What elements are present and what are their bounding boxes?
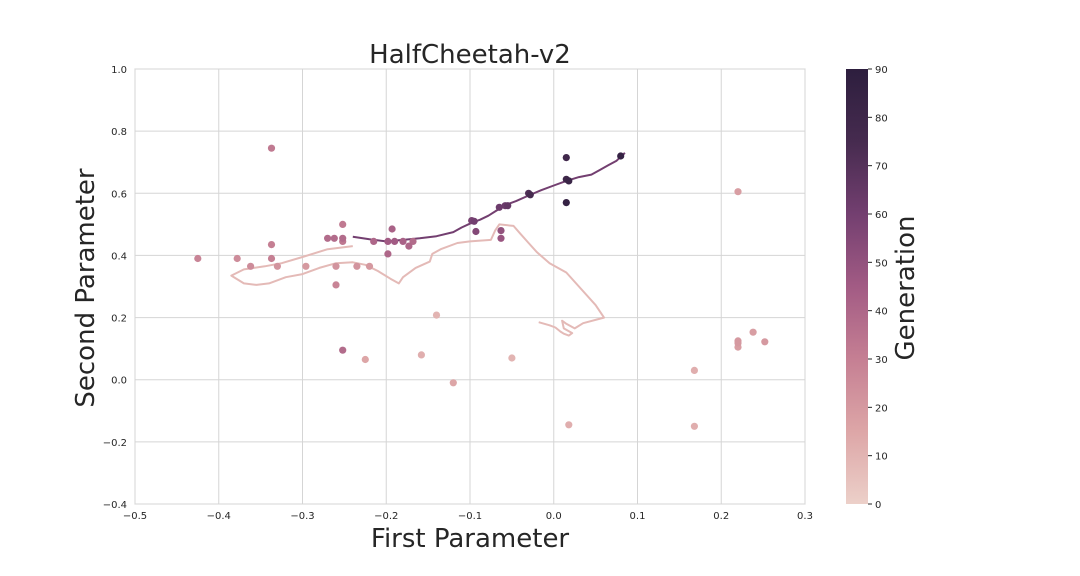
y-tick-label: −0.4 xyxy=(103,500,127,511)
colorbar-tick-label: 50 xyxy=(875,258,888,269)
scatter-point xyxy=(339,234,347,242)
scatter-point xyxy=(497,234,505,242)
colorbar-tick-label: 80 xyxy=(875,113,888,124)
y-tick-label: 1.0 xyxy=(111,65,127,76)
x-tick-label: 0.3 xyxy=(797,511,813,522)
scatter-point xyxy=(761,338,769,346)
x-tick-label: 0.2 xyxy=(713,511,729,522)
scatter-point xyxy=(562,199,570,207)
scatter-point xyxy=(233,254,241,263)
colorbar-tick-label: 30 xyxy=(875,355,888,366)
scatter-point xyxy=(405,242,413,250)
scatter-point xyxy=(302,262,310,270)
scatter-point xyxy=(690,422,699,430)
scatter-point xyxy=(332,262,340,270)
scatter-point xyxy=(565,421,573,429)
x-tick-label: −0.1 xyxy=(458,511,482,522)
scatter-point xyxy=(324,234,332,242)
x-tick-label: −0.2 xyxy=(374,511,398,522)
scatter-point xyxy=(388,225,396,233)
y-tick-label: 0.8 xyxy=(111,127,127,138)
scatter-point xyxy=(330,234,338,242)
scatter-point xyxy=(339,346,347,354)
scatter-point xyxy=(470,217,478,225)
x-tick-label: 0.1 xyxy=(630,511,646,522)
colorbar-tick-label: 40 xyxy=(875,307,888,318)
scatter-point xyxy=(391,237,399,245)
plot-area: −0.5 −0.4 −0.3 −0.2 −0.1 0.0 0.1 0.2 0.3−0.4−0.2… xyxy=(103,65,813,522)
scatter-point xyxy=(365,262,374,270)
scatter-point xyxy=(472,227,480,236)
colorbar-tick-label: 20 xyxy=(875,403,888,414)
scatter-point xyxy=(247,262,255,270)
scatter-point xyxy=(432,311,441,319)
x-tick-label: −0.5 xyxy=(123,511,147,522)
scatter-point xyxy=(267,144,276,152)
x-tick-label: 0.0 xyxy=(546,511,562,522)
scatter-point xyxy=(409,237,417,245)
scatter-point xyxy=(495,203,503,211)
scatter-point xyxy=(508,354,516,362)
scatter-point xyxy=(353,262,361,270)
colorbar-tick-label: 10 xyxy=(875,452,888,463)
y-tick-label: −0.2 xyxy=(103,438,127,449)
chart-title: HalfCheetah-v2 xyxy=(369,40,571,70)
scatter-point xyxy=(497,227,505,235)
scatter-point xyxy=(734,339,742,347)
y-tick-label: 0.2 xyxy=(111,314,127,325)
scatter-point xyxy=(617,152,625,160)
colorbar-scale xyxy=(846,69,868,504)
colorbar: 0 10 20 30 40 50 60 70 80 90 xyxy=(846,65,888,511)
y-axis-label: Second Parameter xyxy=(71,168,101,408)
scatter-point xyxy=(339,220,347,228)
x-tick-label: −0.4 xyxy=(207,511,231,522)
scatter-point xyxy=(332,281,340,289)
x-tick-label: −0.3 xyxy=(290,511,314,522)
scatter-point xyxy=(449,379,457,387)
scatter-point xyxy=(384,250,392,258)
scatter-point xyxy=(734,188,742,196)
colorbar-tick-label: 60 xyxy=(875,210,888,221)
scatter-point xyxy=(273,262,281,270)
scatter-point xyxy=(384,237,392,245)
scatter-point xyxy=(399,237,407,245)
scatter-point xyxy=(749,328,757,336)
scatter-point xyxy=(194,254,202,263)
y-tick-label: 0.0 xyxy=(111,376,127,387)
x-axis-label: First Parameter xyxy=(371,524,570,554)
colorbar-tick-label: 90 xyxy=(875,65,888,76)
scatter-point xyxy=(417,351,425,359)
scatter-point xyxy=(526,191,534,199)
colorbar-tick-label: 0 xyxy=(875,500,881,511)
scatter-point xyxy=(361,355,369,364)
scatter-point xyxy=(504,202,512,210)
scatter-point xyxy=(370,237,378,245)
scatter-point xyxy=(690,366,699,374)
colorbar-tick-label: 70 xyxy=(875,162,888,173)
y-tick-label: 0.4 xyxy=(111,251,127,262)
y-tick-label: 0.6 xyxy=(111,189,127,200)
colorbar-label: Generation xyxy=(891,215,921,360)
scatter-point xyxy=(267,254,276,263)
trajectory-line-trajectory-early xyxy=(230,223,605,337)
scatter-point xyxy=(565,177,573,185)
scatter-point xyxy=(562,154,570,162)
scatter-point xyxy=(267,241,276,249)
